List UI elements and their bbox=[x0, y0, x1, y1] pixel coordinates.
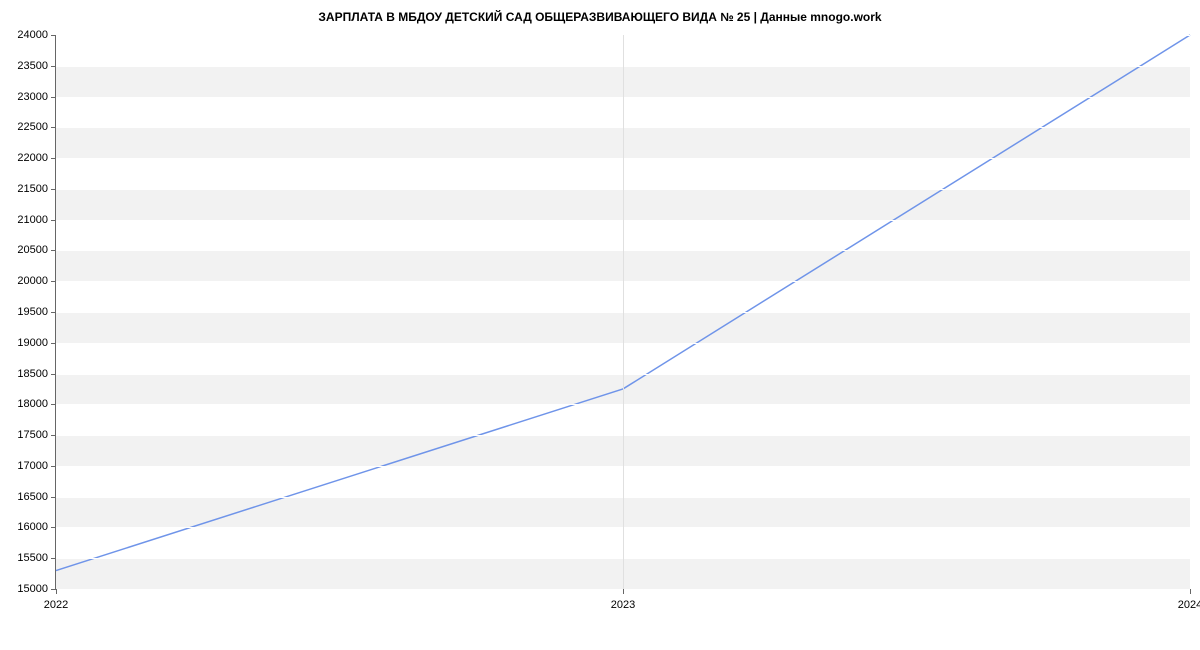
x-axis-tick-label: 2022 bbox=[44, 599, 68, 611]
chart-title: ЗАРПЛАТА В МБДОУ ДЕТСКИЙ САД ОБЩЕРАЗВИВА… bbox=[0, 0, 1200, 24]
chart-container: 1500015500160001650017000175001800018500… bbox=[55, 35, 1190, 590]
y-axis-tick-label: 24000 bbox=[17, 29, 48, 41]
y-axis-tick-label: 19500 bbox=[17, 306, 48, 318]
y-axis-tick-mark bbox=[51, 497, 56, 498]
y-axis-tick-mark bbox=[51, 404, 56, 405]
plot-area: 1500015500160001650017000175001800018500… bbox=[55, 35, 1190, 590]
y-axis-tick-mark bbox=[51, 435, 56, 436]
y-axis-tick-label: 23000 bbox=[17, 91, 48, 103]
x-axis-tick-label: 2024 bbox=[1178, 599, 1200, 611]
y-axis-tick-label: 22500 bbox=[17, 121, 48, 133]
y-axis-tick-mark bbox=[51, 281, 56, 282]
y-axis-tick-mark bbox=[51, 127, 56, 128]
y-axis-tick-mark bbox=[51, 343, 56, 344]
y-axis-tick-mark bbox=[51, 158, 56, 159]
y-axis-tick-label: 15500 bbox=[17, 552, 48, 564]
y-axis-tick-label: 17500 bbox=[17, 429, 48, 441]
x-axis-tick-mark bbox=[56, 589, 57, 594]
y-axis-tick-label: 18500 bbox=[17, 368, 48, 380]
y-axis-tick-mark bbox=[51, 189, 56, 190]
y-axis-tick-mark bbox=[51, 466, 56, 467]
y-axis-tick-label: 21500 bbox=[17, 183, 48, 195]
y-axis-tick-mark bbox=[51, 374, 56, 375]
y-axis-tick-mark bbox=[51, 558, 56, 559]
y-axis-tick-label: 18000 bbox=[17, 398, 48, 410]
y-axis-tick-mark bbox=[51, 220, 56, 221]
x-axis-tick-mark bbox=[623, 589, 624, 594]
y-axis-tick-label: 20000 bbox=[17, 275, 48, 287]
y-axis-tick-mark bbox=[51, 35, 56, 36]
grid-line-vertical bbox=[623, 35, 624, 589]
y-axis-tick-label: 21000 bbox=[17, 214, 48, 226]
y-axis-tick-label: 16000 bbox=[17, 521, 48, 533]
y-axis-tick-mark bbox=[51, 97, 56, 98]
x-axis-tick-mark bbox=[1190, 589, 1191, 594]
y-axis-tick-mark bbox=[51, 312, 56, 313]
y-axis-tick-mark bbox=[51, 250, 56, 251]
y-axis-tick-label: 17000 bbox=[17, 460, 48, 472]
y-axis-tick-label: 16500 bbox=[17, 491, 48, 503]
y-axis-tick-mark bbox=[51, 527, 56, 528]
y-axis-tick-mark bbox=[51, 66, 56, 67]
x-axis-tick-label: 2023 bbox=[611, 599, 635, 611]
y-axis-tick-label: 20500 bbox=[17, 244, 48, 256]
y-axis-tick-label: 23500 bbox=[17, 60, 48, 72]
y-axis-tick-label: 22000 bbox=[17, 152, 48, 164]
y-axis-tick-label: 15000 bbox=[17, 583, 48, 595]
y-axis-tick-label: 19000 bbox=[17, 337, 48, 349]
